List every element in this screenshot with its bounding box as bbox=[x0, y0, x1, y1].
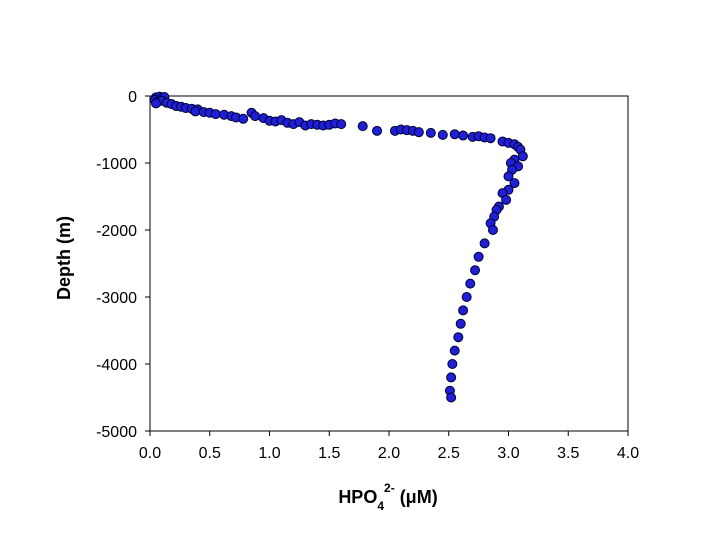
data-point bbox=[485, 133, 496, 144]
data-point bbox=[336, 119, 347, 130]
data-point bbox=[503, 171, 514, 182]
data-point bbox=[479, 238, 490, 249]
data-point bbox=[425, 127, 436, 138]
data-point bbox=[465, 278, 476, 289]
data-point bbox=[487, 225, 498, 235]
data-point bbox=[461, 292, 472, 302]
data-point bbox=[357, 121, 368, 132]
data-point bbox=[458, 305, 469, 316]
x-tick-label: 2.0 bbox=[378, 445, 400, 462]
data-point bbox=[210, 109, 221, 120]
x-axis-title-base: HPO bbox=[338, 487, 377, 507]
plot-area bbox=[149, 95, 629, 432]
data-point bbox=[372, 125, 383, 136]
y-tick-label: -1000 bbox=[96, 156, 137, 173]
data-point bbox=[470, 265, 481, 276]
data-point bbox=[437, 129, 448, 140]
x-axis-ticks: 0.0 0.5 1.0 1.5 2.0 2.5 3.0 3.5 4.0 bbox=[139, 431, 639, 462]
data-point bbox=[250, 111, 261, 122]
data-point bbox=[150, 98, 161, 109]
x-tick-label: 2.5 bbox=[438, 445, 460, 462]
x-axis-title: HPO42- (μM) bbox=[338, 481, 437, 513]
data-point bbox=[501, 194, 512, 205]
data-point bbox=[238, 113, 249, 124]
y-tick-label: -2000 bbox=[96, 223, 137, 240]
data-point bbox=[446, 372, 457, 383]
data-points bbox=[149, 91, 528, 403]
y-tick-label: -3000 bbox=[96, 290, 137, 307]
x-tick-label: 3.0 bbox=[497, 445, 519, 462]
y-tick-label: -4000 bbox=[96, 357, 137, 374]
data-point bbox=[458, 130, 469, 141]
data-point bbox=[413, 127, 424, 138]
x-tick-label: 1.5 bbox=[318, 445, 340, 462]
y-axis-title: Depth (m) bbox=[54, 216, 74, 300]
data-point bbox=[449, 345, 460, 356]
data-point bbox=[453, 332, 464, 343]
x-axis-title-unit: (μM) bbox=[395, 487, 438, 507]
x-tick-label: 1.0 bbox=[258, 445, 280, 462]
data-point bbox=[190, 106, 201, 117]
data-point bbox=[517, 151, 528, 162]
data-point bbox=[455, 318, 466, 329]
y-tick-label: 0 bbox=[128, 89, 137, 106]
x-tick-label: 0.0 bbox=[139, 445, 161, 462]
data-point bbox=[473, 251, 484, 262]
x-tick-label: 3.5 bbox=[557, 445, 579, 462]
data-point bbox=[446, 392, 457, 403]
x-tick-label: 4.0 bbox=[617, 445, 639, 462]
y-axis-ticks: 0 -1000 -2000 -3000 -4000 -5000 bbox=[96, 89, 150, 441]
x-tick-label: 0.5 bbox=[199, 445, 221, 462]
data-point bbox=[449, 129, 460, 140]
x-axis-title-subscript: 4 bbox=[377, 499, 384, 513]
data-point bbox=[509, 178, 520, 189]
x-axis-title-superscript: 2- bbox=[384, 481, 395, 495]
y-tick-label: -5000 bbox=[96, 424, 137, 441]
data-point bbox=[447, 359, 458, 369]
